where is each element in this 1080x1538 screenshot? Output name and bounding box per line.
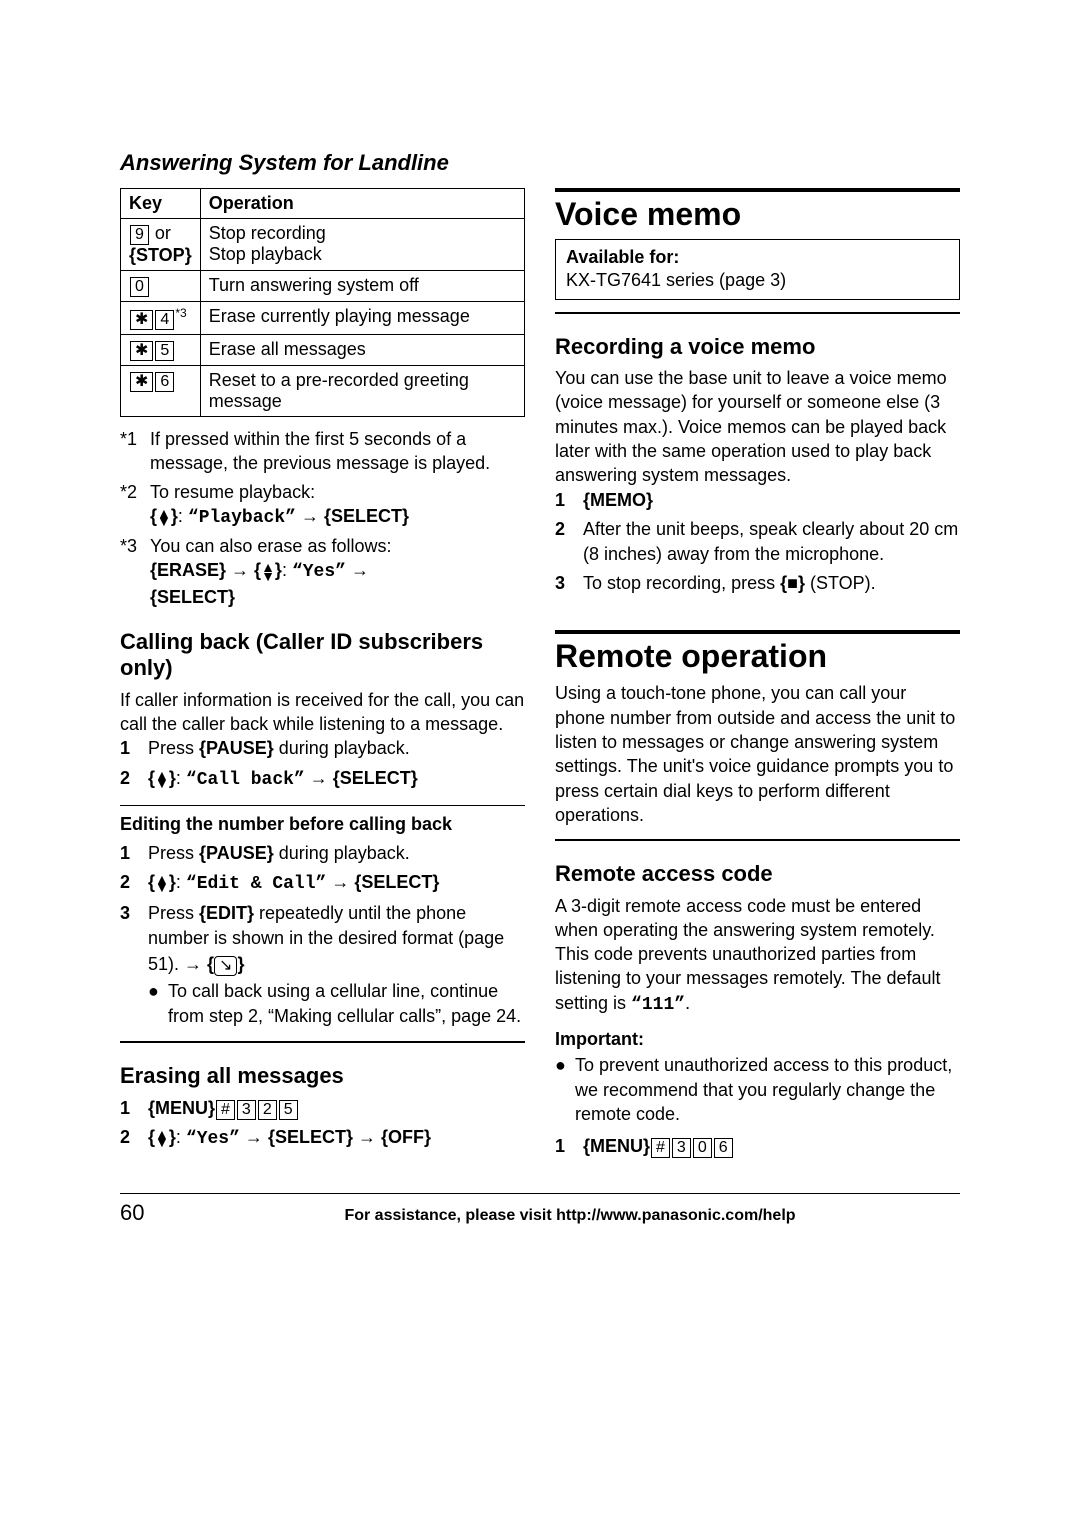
important-block: Important: ●To prevent unauthorized acce… <box>555 1027 960 1126</box>
th-key: Key <box>121 189 201 219</box>
th-operation: Operation <box>200 189 524 219</box>
calling-back-steps: 1Press {PAUSE} during playback. 2{▲▼}: “… <box>120 736 525 792</box>
editing-steps: 1Press {PAUSE} during playback. 2{▲▼}: “… <box>120 841 525 1029</box>
voice-memo-heading: Voice memo <box>555 196 960 233</box>
op-cell: Reset to a pre-recorded greeting message <box>200 366 524 417</box>
footnote-1: *1 If pressed within the first 5 seconds… <box>120 427 525 476</box>
remote-code-body: A 3-digit remote access code must be ent… <box>555 894 960 1017</box>
two-column-layout: Key Operation 9 or{STOP} Stop recordingS… <box>120 188 960 1163</box>
calling-back-heading: Calling back (Caller ID subscribers only… <box>120 629 525 682</box>
footnote-3: *3 You can also erase as follows: {ERASE… <box>120 534 525 609</box>
erasing-steps: 1{MENU}#325 2{▲▼}: “Yes” → {SELECT} → {O… <box>120 1096 525 1152</box>
op-cell: Stop recordingStop playback <box>200 219 524 271</box>
calling-back-body: If caller information is received for th… <box>120 688 525 737</box>
remote-body: Using a touch-tone phone, you can call y… <box>555 681 960 827</box>
section-header: Answering System for Landline <box>120 150 960 176</box>
page-number: 60 <box>120 1200 180 1226</box>
left-column: Key Operation 9 or{STOP} Stop recordingS… <box>120 188 525 1163</box>
divider <box>555 312 960 314</box>
key-cell: ✱5 <box>121 335 201 366</box>
key-operation-table: Key Operation 9 or{STOP} Stop recordingS… <box>120 188 525 417</box>
call-icon: ↘ <box>214 956 237 976</box>
op-cell: Erase currently playing message <box>200 302 524 335</box>
recording-steps: 1{MEMO} 2After the unit beeps, speak cle… <box>555 488 960 597</box>
divider <box>120 1041 525 1043</box>
op-cell: Turn answering system off <box>200 271 524 302</box>
page: Answering System for Landline Key Operat… <box>0 0 1080 1286</box>
table-row: ✱4*3 Erase currently playing message <box>121 302 525 335</box>
footer-text: For assistance, please visit http://www.… <box>180 1207 960 1225</box>
op-cell: Erase all messages <box>200 335 524 366</box>
right-column: Voice memo Available for: KX-TG7641 seri… <box>555 188 960 1163</box>
recording-heading: Recording a voice memo <box>555 334 960 360</box>
divider <box>120 805 525 806</box>
recording-body: You can use the base unit to leave a voi… <box>555 366 960 487</box>
thick-rule <box>555 188 960 192</box>
key-cell: 0 <box>121 271 201 302</box>
footnotes: *1 If pressed within the first 5 seconds… <box>120 427 525 609</box>
editing-heading: Editing the number before calling back <box>120 814 525 835</box>
remote-code-heading: Remote access code <box>555 861 960 887</box>
thick-rule <box>555 630 960 634</box>
table-row: 9 or{STOP} Stop recordingStop playback <box>121 219 525 271</box>
erasing-heading: Erasing all messages <box>120 1063 525 1089</box>
table-row: ✱6 Reset to a pre-recorded greeting mess… <box>121 366 525 417</box>
key-cell: ✱4*3 <box>121 302 201 335</box>
divider <box>555 839 960 841</box>
remote-steps: 1{MENU}#306 <box>555 1134 960 1159</box>
table-row: 0 Turn answering system off <box>121 271 525 302</box>
key-cell: ✱6 <box>121 366 201 417</box>
key-cell: 9 or{STOP} <box>121 219 201 271</box>
remote-heading: Remote operation <box>555 638 960 675</box>
available-for-box: Available for: KX-TG7641 series (page 3) <box>555 239 960 300</box>
table-row: ✱5 Erase all messages <box>121 335 525 366</box>
page-footer: 60 For assistance, please visit http://w… <box>120 1193 960 1226</box>
footnote-2: *2 To resume playback: {▲▼}: “Playback” … <box>120 480 525 531</box>
